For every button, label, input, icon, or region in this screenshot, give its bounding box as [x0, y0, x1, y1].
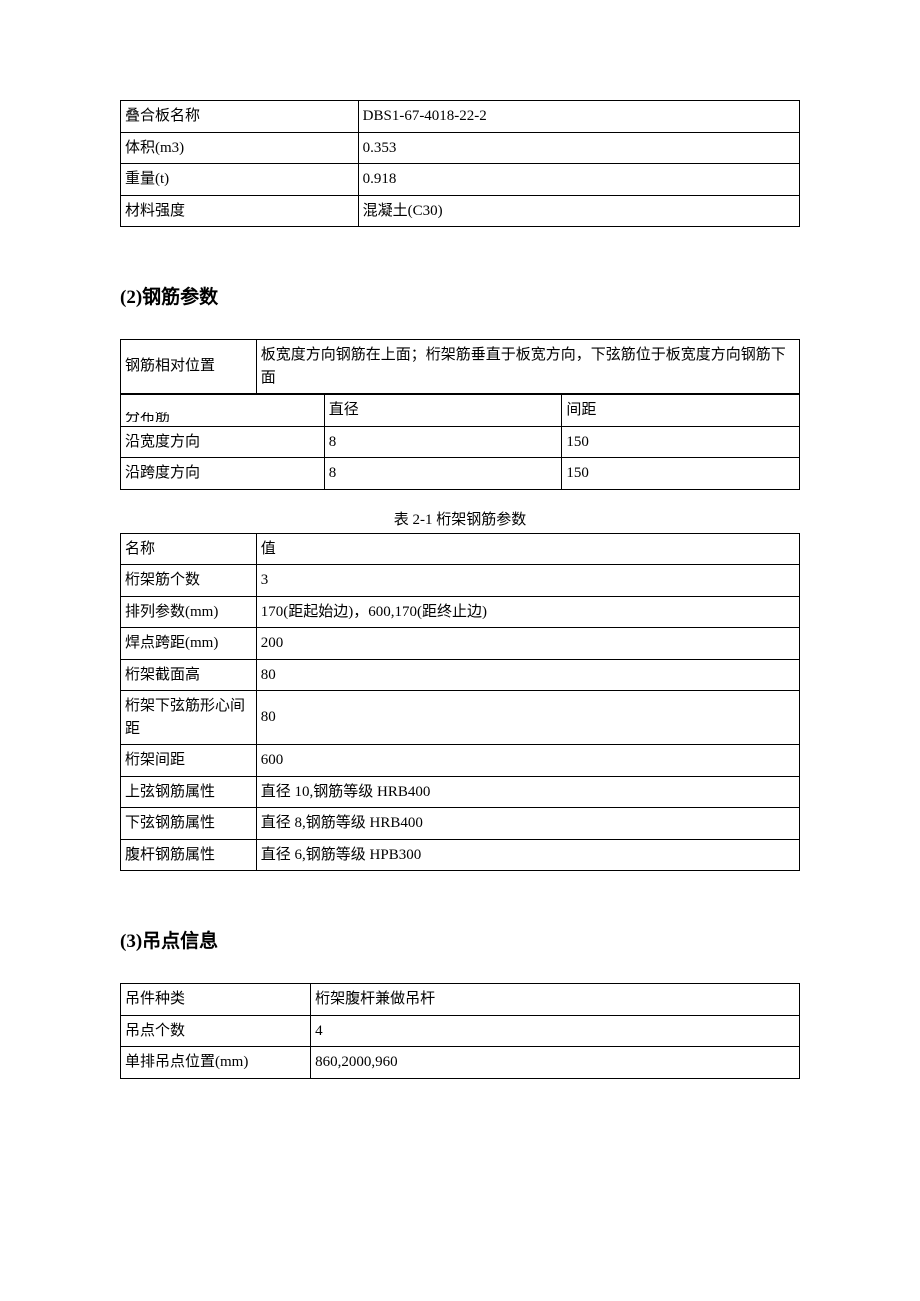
table-row: 名称 值 [121, 533, 800, 565]
cell-value: 170(距起始边)，600,170(距终止边) [256, 596, 799, 628]
table-row: 下弦钢筋属性 直径 8,钢筋等级 HRB400 [121, 808, 800, 840]
cell-label: 下弦钢筋属性 [121, 808, 257, 840]
cell-value: 8 [324, 458, 562, 490]
cell-label: 材料强度 [121, 195, 359, 227]
distribution-rebar-table: 分布筋 直径 间距 沿宽度方向 8 150 沿跨度方向 8 150 [120, 394, 800, 490]
lifting-point-table: 吊件种类 桁架腹杆兼做吊杆 吊点个数 4 单排吊点位置(mm) 860,2000… [120, 983, 800, 1079]
table-row: 沿跨度方向 8 150 [121, 458, 800, 490]
cell-value: 80 [256, 659, 799, 691]
cell-value: 3 [256, 565, 799, 597]
table-row: 吊点个数 4 [121, 1015, 800, 1047]
cell-label: 焊点跨距(mm) [121, 628, 257, 660]
table-row: 桁架间距 600 [121, 745, 800, 777]
cell-header: 间距 [562, 395, 800, 427]
cell-value: 8 [324, 426, 562, 458]
table-row: 上弦钢筋属性 直径 10,钢筋等级 HRB400 [121, 776, 800, 808]
table-row: 体积(m3) 0.353 [121, 132, 800, 164]
table-row: 沿宽度方向 8 150 [121, 426, 800, 458]
rebar-position-table: 钢筋相对位置 板宽度方向钢筋在上面；桁架筋垂直于板宽方向，下弦筋位于板宽度方向钢… [120, 339, 800, 394]
cell-header: 值 [256, 533, 799, 565]
cell-value: 直径 8,钢筋等级 HRB400 [256, 808, 799, 840]
basic-info-table: 叠合板名称 DBS1-67-4018-22-2 体积(m3) 0.353 重量(… [120, 100, 800, 227]
cell-label: 叠合板名称 [121, 101, 359, 133]
cell-label: 吊件种类 [121, 984, 311, 1016]
table-row: 桁架筋个数 3 [121, 565, 800, 597]
cell-value: 0.918 [358, 164, 799, 196]
cell-label: 重量(t) [121, 164, 359, 196]
table-row: 桁架下弦筋形心间距 80 [121, 691, 800, 745]
cell-value: 直径 6,钢筋等级 HPB300 [256, 839, 799, 871]
heading-text: 吊点信息 [142, 931, 218, 952]
cell-value: 200 [256, 628, 799, 660]
table-row: 腹杆钢筋属性 直径 6,钢筋等级 HPB300 [121, 839, 800, 871]
cell-label: 桁架间距 [121, 745, 257, 777]
cell-value: 4 [311, 1015, 800, 1047]
table-4-caption: 表 2-1 桁架钢筋参数 [120, 508, 800, 529]
cell-value: 直径 10,钢筋等级 HRB400 [256, 776, 799, 808]
cell-header: 名称 [121, 533, 257, 565]
table-row: 单排吊点位置(mm) 860,2000,960 [121, 1047, 800, 1079]
table-row: 排列参数(mm) 170(距起始边)，600,170(距终止边) [121, 596, 800, 628]
cell-value: 600 [256, 745, 799, 777]
heading-number: (3) [120, 931, 142, 952]
table-row: 重量(t) 0.918 [121, 164, 800, 196]
table-row: 钢筋相对位置 板宽度方向钢筋在上面；桁架筋垂直于板宽方向，下弦筋位于板宽度方向钢… [121, 340, 800, 394]
cell-label: 排列参数(mm) [121, 596, 257, 628]
cell-value: 板宽度方向钢筋在上面；桁架筋垂直于板宽方向，下弦筋位于板宽度方向钢筋下面 [256, 340, 799, 394]
cell-value: 混凝土(C30) [358, 195, 799, 227]
cell-label: 桁架截面高 [121, 659, 257, 691]
cell-label: 腹杆钢筋属性 [121, 839, 257, 871]
truss-rebar-table: 名称 值 桁架筋个数 3 排列参数(mm) 170(距起始边)，600,170(… [120, 533, 800, 872]
cell-value: 0.353 [358, 132, 799, 164]
cell-header: 直径 [324, 395, 562, 427]
cell-label: 吊点个数 [121, 1015, 311, 1047]
cell-label: 钢筋相对位置 [121, 340, 257, 394]
cell-label: 单排吊点位置(mm) [121, 1047, 311, 1079]
cell-label: 上弦钢筋属性 [121, 776, 257, 808]
table-row: 吊件种类 桁架腹杆兼做吊杆 [121, 984, 800, 1016]
cell-label: 分布筋 [121, 395, 325, 427]
table-row: 叠合板名称 DBS1-67-4018-22-2 [121, 101, 800, 133]
cell-label: 桁架筋个数 [121, 565, 257, 597]
cell-value: DBS1-67-4018-22-2 [358, 101, 799, 133]
cell-value: 80 [256, 691, 799, 745]
cell-label: 体积(m3) [121, 132, 359, 164]
table-row: 焊点跨距(mm) 200 [121, 628, 800, 660]
cell-value: 150 [562, 426, 800, 458]
section-3-heading: (3)吊点信息 [120, 926, 800, 953]
heading-number: (2) [120, 287, 142, 308]
heading-text: 钢筋参数 [142, 287, 218, 308]
cell-label: 桁架下弦筋形心间距 [121, 691, 257, 745]
cell-label: 沿跨度方向 [121, 458, 325, 490]
table-row: 分布筋 直径 间距 [121, 395, 800, 427]
cell-value: 桁架腹杆兼做吊杆 [311, 984, 800, 1016]
table-row: 材料强度 混凝土(C30) [121, 195, 800, 227]
table-row: 桁架截面高 80 [121, 659, 800, 691]
cell-label: 沿宽度方向 [121, 426, 325, 458]
section-2-heading: (2)钢筋参数 [120, 282, 800, 309]
cell-value: 150 [562, 458, 800, 490]
cell-value: 860,2000,960 [311, 1047, 800, 1079]
